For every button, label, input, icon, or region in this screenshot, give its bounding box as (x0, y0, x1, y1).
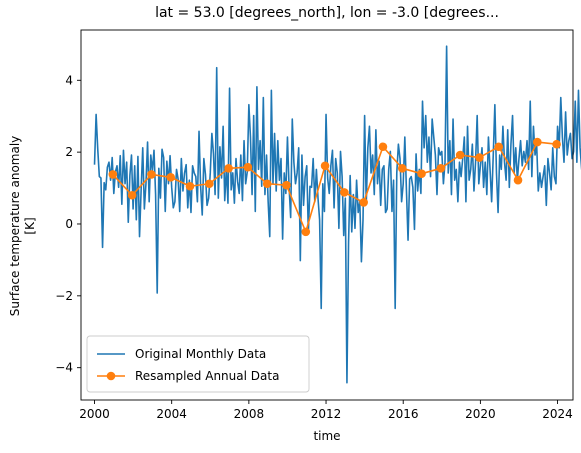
chart-title: lat = 53.0 [degrees_north], lon = -3.0 [… (155, 5, 499, 21)
x-axis-label: time (313, 429, 340, 443)
annual-data-point (301, 227, 311, 237)
annual-data-point (513, 175, 523, 185)
annual-data-point (455, 150, 465, 160)
annual-data-point (320, 161, 330, 171)
annual-data-point (108, 170, 118, 179)
x-tick-label: 2000 (79, 407, 110, 421)
annual-data-point (147, 170, 156, 179)
x-tick-label: 2016 (388, 407, 419, 421)
y-axis-label: Surface temperature anomaly[K] (8, 136, 37, 317)
annual-data-point (224, 164, 233, 173)
annual-data-point (262, 179, 272, 189)
annual-data-point (552, 139, 561, 149)
annual-data-point (243, 162, 253, 172)
axes-frame (80, 29, 574, 401)
annual-data-point (185, 181, 195, 191)
annual-data-point (340, 188, 349, 197)
x-tick-label: 2012 (311, 407, 342, 421)
y-tick-label: −2 (55, 289, 73, 303)
x-tick-label: 2008 (234, 407, 265, 421)
x-tick-label: 2004 (156, 407, 187, 421)
annual-data-point (533, 137, 542, 147)
legend-box (86, 335, 310, 393)
annual-data-point (417, 169, 426, 178)
legend: Original Monthly Data Resampled Annual Da… (86, 335, 310, 393)
legend-label-monthly: Original Monthly Data (135, 347, 266, 361)
series-line-monthly (93, 45, 581, 384)
y-tick-label: −4 (55, 361, 73, 375)
x-tick-label: 2020 (465, 407, 496, 421)
annual-data-point (166, 172, 176, 182)
annual-data-point (397, 164, 407, 173)
annual-data-point (282, 180, 291, 190)
annual-data-point (378, 142, 388, 152)
annual-data-point (205, 179, 214, 189)
annual-data-point (494, 142, 504, 152)
annual-data-point (436, 164, 446, 173)
annual-data-point (127, 190, 137, 200)
legend-label-annual: Resampled Annual Data (135, 369, 279, 383)
annual-data-point (475, 153, 484, 162)
axes: 2000 2004 2008 2012 2016 2020 2024 −4 −2 0 2 4 (55, 29, 574, 421)
y-tick-label: 2 (65, 145, 73, 159)
y-tick-label: 4 (65, 73, 73, 87)
plot-area (93, 45, 581, 384)
annual-data-point (359, 198, 368, 207)
legend-marker-annual (106, 371, 116, 381)
x-tick-label: 2024 (542, 407, 573, 421)
y-tick-label: 0 (65, 217, 73, 231)
